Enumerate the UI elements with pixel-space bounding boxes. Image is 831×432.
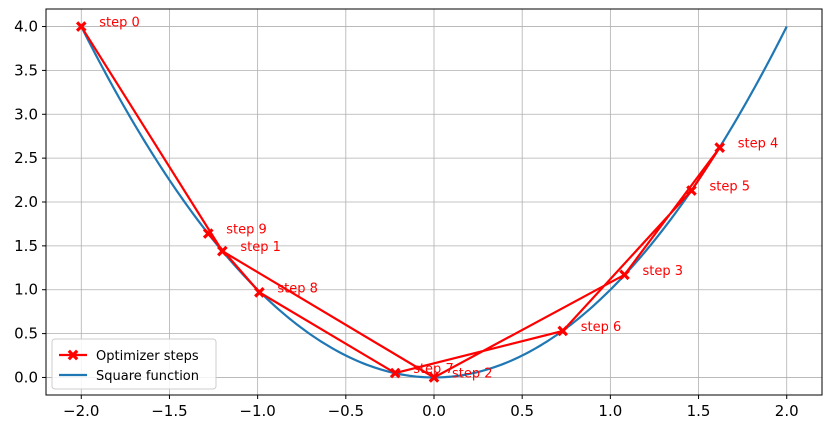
y-tick-label: 4.0 (14, 18, 38, 36)
x-tick-label: −1.5 (151, 402, 187, 420)
x-tick-label: 0.0 (422, 402, 446, 420)
step-label: step 6 (581, 320, 622, 335)
y-tick-label: 0.5 (14, 325, 38, 343)
step-marker (686, 185, 697, 196)
y-tick-label: 2.0 (14, 193, 38, 211)
step-marker (557, 325, 569, 337)
step-marker (202, 228, 214, 239)
x-tick-label: −2.0 (63, 402, 99, 420)
legend-label-square: Square function (96, 369, 199, 384)
step-marker (428, 372, 440, 383)
step-label: step 0 (99, 16, 140, 31)
step-label: step 8 (277, 281, 318, 296)
x-tick-label: −1.0 (239, 402, 275, 420)
step-marker (389, 367, 401, 379)
y-tick-label: 0.0 (14, 368, 38, 386)
step-label: step 9 (226, 223, 267, 238)
y-tick-label: 3.5 (14, 61, 38, 79)
step-label: step 7 (413, 362, 454, 377)
grid (46, 9, 822, 395)
legend-marker-optimizer (67, 349, 79, 361)
step-marker (619, 269, 630, 281)
x-tick-label: −0.5 (328, 402, 364, 420)
x-tick-label: 1.0 (598, 402, 622, 420)
step-label: step 4 (738, 137, 779, 152)
step-marker (254, 287, 265, 298)
axis-ticks: −2.0 −1.5 −1.0 −0.5 0.0 0.5 1.0 1.5 2.0 0.0 0.5 1.0… (14, 18, 799, 420)
step-marker (75, 21, 87, 32)
y-tick-label: 1.0 (14, 281, 38, 299)
legend-box (51, 338, 217, 390)
legend: Optimizer steps Square function (51, 338, 217, 390)
y-tick-label: 1.5 (14, 237, 38, 255)
x-tick-label: 2.0 (775, 402, 799, 420)
x-tick-label: 0.5 (510, 402, 534, 420)
optimizer-steps-line (80, 25, 721, 379)
step-marker (714, 142, 726, 153)
series-group (75, 21, 788, 383)
legend-label-optimizer: Optimizer steps (96, 349, 199, 364)
step-label: step 1 (240, 240, 281, 255)
x-tick-label: 1.5 (687, 402, 711, 420)
step-labels: step 0 step 1 step 2 step 3 step 4 step 5 step… (99, 16, 778, 382)
step-label: step 2 (452, 366, 493, 381)
step-label: step 5 (709, 180, 750, 195)
step-label: step 3 (642, 264, 683, 279)
step-marker (217, 245, 228, 257)
y-tick-label: 3.0 (14, 105, 38, 123)
y-tick-label: 2.5 (14, 149, 38, 167)
